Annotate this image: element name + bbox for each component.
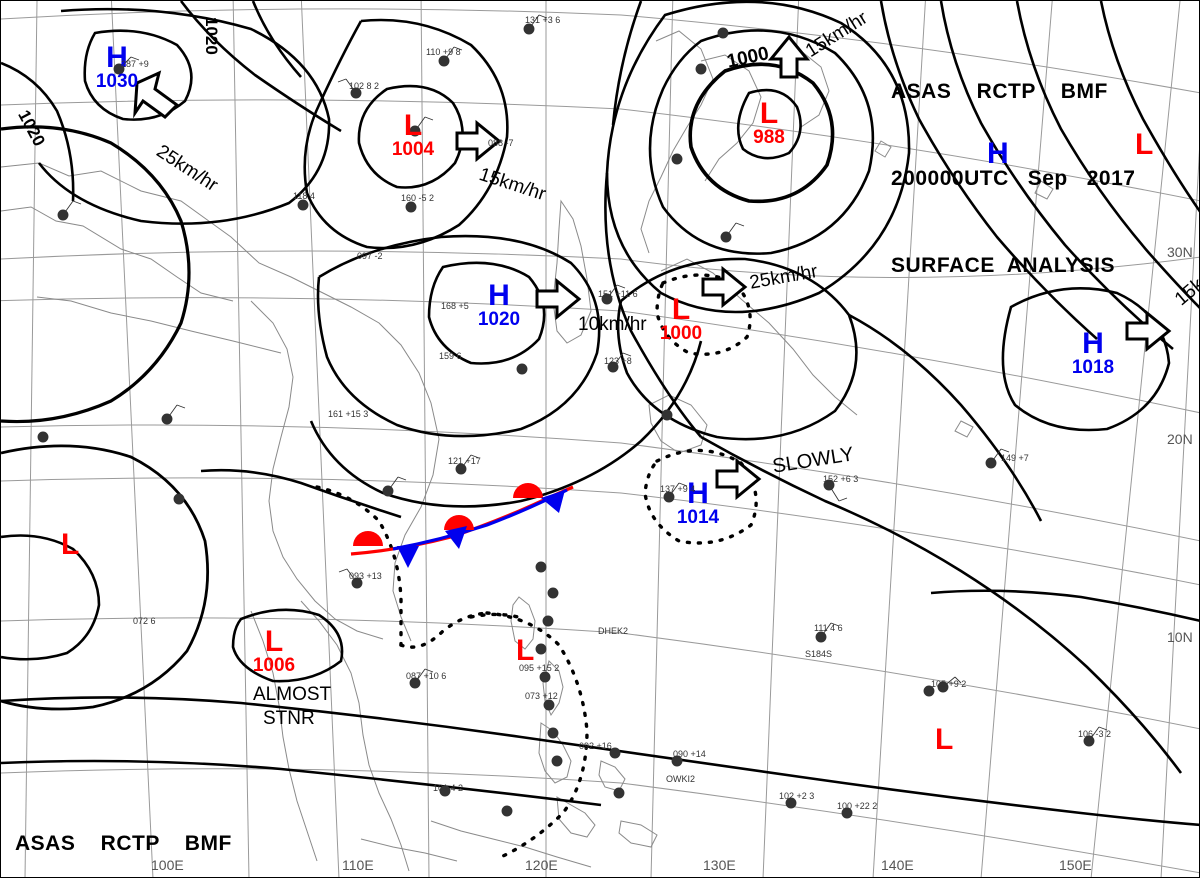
motion-arrows bbox=[133, 34, 1172, 501]
high-value: 1018 bbox=[1071, 357, 1115, 378]
lon-label-130e: 130E bbox=[703, 857, 736, 873]
lon-label-100e: 100E bbox=[151, 857, 184, 873]
low-value: 1000 bbox=[659, 323, 703, 344]
pressure-center-low-1006: L 1006 bbox=[244, 625, 304, 677]
station-plot-text: 073 +12 bbox=[525, 691, 558, 701]
pressure-center-low-1004: L 1004 bbox=[383, 109, 443, 161]
speed-label-10kmhr: 10km/hr bbox=[578, 314, 647, 335]
station-plot-text: 110 +9 8 bbox=[426, 47, 461, 57]
station-plot-text: 111 4 6 bbox=[814, 623, 843, 633]
coastlines bbox=[1, 30, 1054, 872]
footer-line-1: ASAS RCTP BMF bbox=[15, 832, 232, 855]
footer-title-block: ASAS RCTP BMF 200000UTC Sep 2017 SURFACE… bbox=[15, 771, 259, 877]
station-plot-text: 090 +14 bbox=[673, 749, 706, 759]
low-symbol: L bbox=[264, 625, 284, 658]
station-plot-text: 118 4 bbox=[293, 191, 315, 201]
low-symbol: L bbox=[671, 293, 691, 326]
station-plot-text: 160 -5 2 bbox=[401, 193, 435, 203]
low-value: 988 bbox=[753, 127, 785, 148]
annotation-stnr: STNR bbox=[263, 708, 315, 729]
lat-label-30n: 30N bbox=[1167, 244, 1193, 260]
unlabeled-low-symbol-far-right: L bbox=[1135, 128, 1154, 161]
pressure-center-high-1030: H 1030 bbox=[87, 41, 147, 93]
station-plot-text: 093 +13 bbox=[349, 571, 382, 581]
lon-label-120e: 120E bbox=[525, 857, 558, 873]
station-plot-text: 092 +16 bbox=[579, 741, 612, 751]
station-plot-text: 121 +17 bbox=[448, 456, 481, 466]
header-line-3: SURFACE ANALYSIS bbox=[891, 254, 1115, 277]
station-plot-text: OWKI2 bbox=[666, 774, 696, 784]
station-plot-text: 123 +8 bbox=[604, 356, 632, 366]
station-plot-text: 100 +22 2 bbox=[837, 801, 878, 811]
station-plots bbox=[37, 14, 1108, 819]
station-plot-text: 102 8 2 bbox=[349, 81, 380, 91]
lon-label-150e: 150E bbox=[1059, 857, 1092, 873]
station-plot-text: 149 +7 bbox=[1001, 453, 1029, 463]
pressure-center-high-1020: H 1020 bbox=[469, 279, 529, 331]
station-plot-text: S184S bbox=[805, 649, 833, 659]
station-plot-text: 131 +3 6 bbox=[525, 15, 561, 25]
isobar-label-1020-top: 1020 bbox=[202, 17, 221, 55]
station-plot-text: 102 +2 3 bbox=[779, 791, 815, 801]
stationary-front bbox=[350, 483, 574, 568]
pressure-center-high-1014: H 1014 bbox=[668, 477, 728, 529]
station-plot-text: 095 +15 2 bbox=[519, 663, 560, 673]
lon-label-140e: 140E bbox=[881, 857, 914, 873]
pressure-center-low-988: L 988 bbox=[739, 97, 799, 149]
station-plot-text: 101 4 2 bbox=[433, 783, 464, 793]
low-symbol: L bbox=[403, 109, 423, 142]
unlabeled-low-symbol-southeast: L bbox=[935, 723, 954, 756]
pressure-center-high-1018: H 1018 bbox=[1063, 327, 1123, 379]
high-symbol: H bbox=[1082, 327, 1104, 360]
annotation-almost: ALMOST bbox=[253, 684, 332, 705]
high-value: 1030 bbox=[95, 71, 139, 92]
unlabeled-high-symbol-right: H bbox=[987, 137, 1009, 170]
station-plot-text: 106 -3 2 bbox=[1078, 729, 1112, 739]
header-line-2: 200000UTC Sep 2017 bbox=[891, 167, 1136, 190]
dashed-troughs bbox=[315, 273, 758, 859]
header-line-1: ASAS RCTP BMF bbox=[891, 80, 1108, 103]
station-plot-text: 152 +6 3 bbox=[823, 474, 859, 484]
station-plot-text: 161 +15 3 bbox=[328, 409, 369, 419]
pressure-center-low-1000: L 1000 bbox=[651, 293, 711, 345]
high-value: 1020 bbox=[477, 309, 521, 330]
lat-label-20n: 20N bbox=[1167, 431, 1193, 447]
station-plot-text: 072 6 bbox=[133, 616, 156, 626]
low-symbol: L bbox=[759, 97, 779, 130]
high-symbol: H bbox=[687, 477, 709, 510]
station-plot-text: 137 +9 4 bbox=[660, 484, 696, 494]
high-symbol: H bbox=[106, 41, 128, 74]
high-symbol: H bbox=[488, 279, 510, 312]
low-value: 1006 bbox=[252, 655, 296, 676]
station-plot-text: 105 +9 2 bbox=[931, 679, 967, 689]
lon-label-110e: 110E bbox=[342, 857, 374, 873]
station-plot-text: 168 +5 bbox=[441, 301, 469, 311]
station-plot-text: 287 +9 bbox=[121, 59, 149, 69]
low-value: 1004 bbox=[391, 139, 435, 160]
station-plot-text: 097 -2 bbox=[357, 251, 383, 261]
lat-label-10n: 10N bbox=[1167, 629, 1193, 645]
station-plot-text: 088 -7 bbox=[488, 138, 514, 148]
station-plot-text: DHEK2 bbox=[598, 626, 629, 636]
station-plot-text: 159 6 bbox=[439, 351, 462, 361]
station-plot-text: 151 +11 6 bbox=[598, 289, 638, 299]
unlabeled-low-symbol-center-south: L bbox=[516, 634, 535, 667]
high-value: 1014 bbox=[676, 507, 720, 528]
station-plot-text: 087 +10 6 bbox=[406, 671, 447, 681]
header-title-block: ASAS RCTP BMF 200000UTC Sep 2017 SURFACE… bbox=[891, 19, 1135, 338]
unlabeled-low-symbol-left: L bbox=[61, 528, 80, 561]
